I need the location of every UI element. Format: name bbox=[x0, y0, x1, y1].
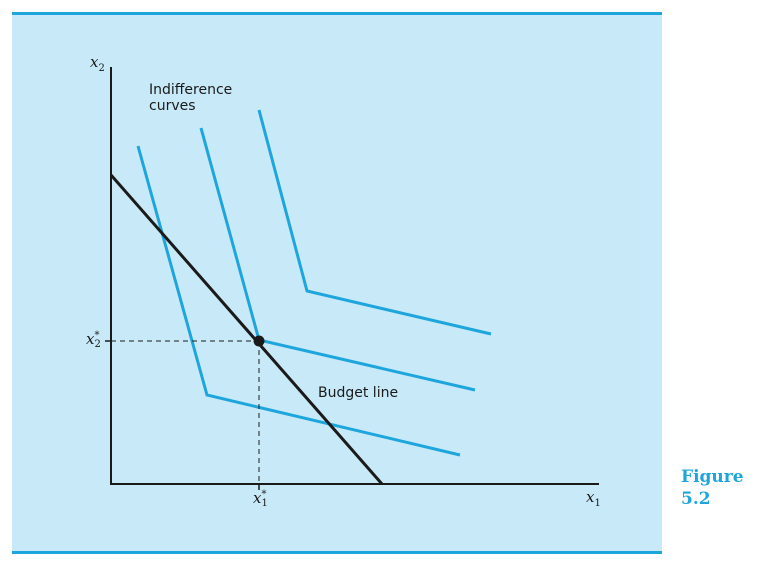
x1-star-label: x * 1 bbox=[253, 489, 268, 509]
y-axis-label: x2 bbox=[90, 54, 105, 77]
figure-caption-number: 5.2 bbox=[681, 489, 711, 509]
x2-star-label: x * 2 bbox=[86, 330, 101, 350]
x1-star-var: x bbox=[253, 489, 262, 507]
x-axis-var: x bbox=[586, 488, 595, 506]
x1-star-sub: 1 bbox=[261, 498, 268, 509]
figure-caption-word: Figure bbox=[681, 467, 744, 487]
indifference-curve-low bbox=[136, 145, 461, 457]
figure-panel bbox=[12, 13, 662, 554]
figure-caption: Figure 5.2 bbox=[681, 466, 744, 510]
bottom-rule bbox=[12, 551, 662, 554]
y-axis-sub: 2 bbox=[98, 63, 105, 74]
indifference-label-line1: Indifference bbox=[149, 82, 233, 98]
top-rule bbox=[12, 12, 662, 15]
indifference-curve-middle bbox=[199, 127, 476, 392]
indifference-curve-high bbox=[257, 109, 492, 336]
optimal-choice-point bbox=[253, 335, 265, 347]
x2-star-sub: 2 bbox=[94, 339, 101, 350]
x-axis-label: x1 bbox=[586, 489, 601, 512]
x1-star-sup: * bbox=[261, 489, 267, 500]
x-axis-sub: 1 bbox=[594, 498, 601, 509]
x2-star-sup: * bbox=[94, 330, 100, 341]
budget-line-label: Budget line bbox=[318, 385, 399, 401]
x2-star-var: x bbox=[86, 330, 95, 348]
budget-line bbox=[109, 174, 384, 485]
y-axis-var: x bbox=[90, 53, 99, 71]
indifference-curves-label: Indifference curves bbox=[149, 82, 232, 114]
indifference-label-line2: curves bbox=[149, 98, 196, 114]
